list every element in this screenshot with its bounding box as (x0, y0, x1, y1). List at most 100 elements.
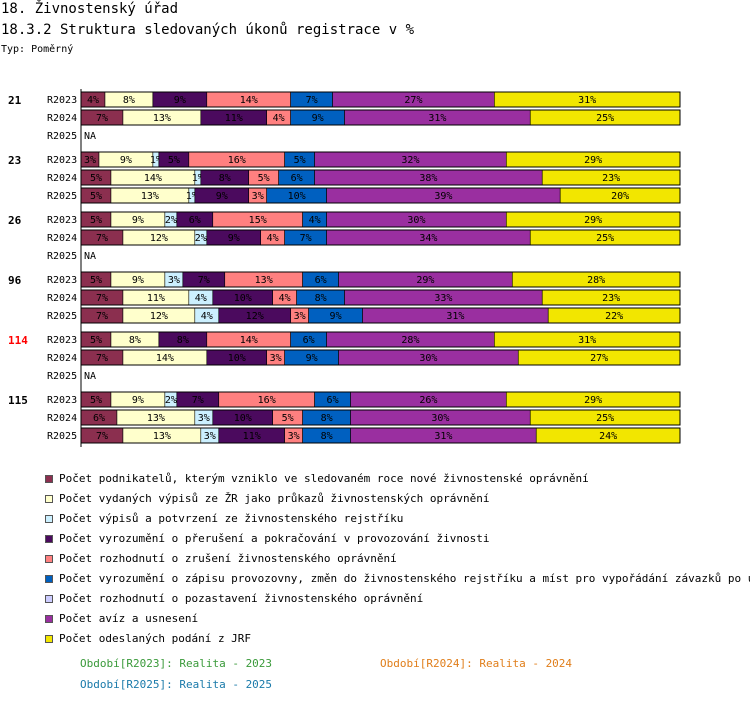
legend-swatch (45, 555, 53, 563)
data-label: 7% (192, 395, 204, 406)
data-label: 7% (300, 233, 312, 244)
data-label: 9% (306, 353, 318, 364)
data-label: 8% (123, 95, 135, 106)
stacked-bar-chart: 21 R2023 4% 8% 9% 14% 7% 27% 31%R2024 7% 13% 11% 4% 9… (8, 89, 681, 447)
row-label: R2024 (47, 173, 77, 184)
data-label: 3% (198, 413, 210, 424)
data-label: 8% (177, 335, 189, 346)
row-label: R2024 (47, 293, 77, 304)
data-label: 25% (596, 413, 614, 424)
data-label: 39% (434, 191, 452, 202)
legend-item: Počet avíz a usnesení (45, 610, 750, 630)
data-label: 7% (306, 95, 318, 106)
bar-outline (80, 187, 681, 204)
period-label-2023: Období[R2023]: Realita - 2023 (80, 657, 273, 670)
data-label: 9% (132, 275, 144, 286)
row-label: R2025 (47, 431, 77, 442)
data-label: 12% (150, 311, 168, 322)
data-label: 9% (312, 113, 324, 124)
row-label: R2023 (47, 395, 77, 406)
legend-label: Počet vyrozumění o přerušení a pokračová… (59, 532, 490, 545)
legend-swatch (45, 595, 53, 603)
data-label: 1% (150, 155, 162, 166)
legend-item: Počet vydaných výpisů ze ŽR jako průkazů… (45, 490, 750, 510)
legend-swatch (45, 495, 53, 503)
legend-swatch (45, 535, 53, 543)
group-label: 26 (8, 214, 22, 227)
data-label: 3% (252, 191, 264, 202)
data-label: 3% (270, 353, 282, 364)
group-label: 114 (8, 334, 28, 347)
data-label: 10% (228, 353, 246, 364)
bar-outline (80, 169, 681, 186)
data-label: 31% (428, 113, 446, 124)
data-label: 15% (249, 215, 267, 226)
data-label: 23% (602, 173, 620, 184)
data-label: 30% (431, 413, 449, 424)
data-label: 14% (156, 353, 174, 364)
data-label: 26% (419, 395, 437, 406)
period-label-2025: Období[R2025]: Realita - 2025 (80, 678, 273, 691)
data-label: 8% (129, 335, 141, 346)
na-label: NA (84, 251, 96, 262)
data-label: 6% (189, 215, 201, 226)
legend-swatch (45, 475, 53, 483)
data-label: 10% (234, 413, 252, 424)
data-label: 5% (90, 173, 102, 184)
data-label: 2% (165, 215, 177, 226)
legend-label: Počet výpisů a potvrzení ze živnostenské… (59, 512, 404, 525)
data-label: 9% (120, 155, 132, 166)
data-label: 1% (186, 191, 198, 202)
data-label: 20% (611, 191, 629, 202)
data-label: 4% (87, 95, 99, 106)
legend-swatch (45, 615, 53, 623)
data-label: 24% (599, 431, 617, 442)
group-label: 21 (8, 94, 22, 107)
legend-swatch (45, 635, 53, 643)
data-label: 4% (273, 113, 285, 124)
legend-item: Počet vyrozumění o přerušení a pokračová… (45, 530, 750, 550)
data-label: 7% (96, 293, 108, 304)
row-label: R2023 (47, 95, 77, 106)
bar-outline (80, 349, 681, 366)
row-label: R2023 (47, 335, 77, 346)
data-label: 4% (267, 233, 279, 244)
data-label: 7% (96, 431, 108, 442)
data-label: 4% (195, 293, 207, 304)
legend-item: Počet výpisů a potvrzení ze živnostenské… (45, 510, 750, 530)
chart-subtitle: 18.3.2 Struktura sledovaných úkonů regis… (1, 22, 415, 38)
data-label: 14% (144, 173, 162, 184)
data-label: 8% (321, 413, 333, 424)
group-label: 115 (8, 394, 28, 407)
bar-outline (80, 91, 681, 108)
page-title: 18. Živnostenský úřad (1, 1, 179, 17)
data-label: 2% (195, 233, 207, 244)
bar-outline (80, 391, 681, 408)
bar-outline (80, 331, 681, 348)
legend-label: Počet vydaných výpisů ze ŽR jako průkazů… (59, 492, 490, 505)
data-label: 5% (90, 215, 102, 226)
data-label: 16% (228, 155, 246, 166)
data-label: 3% (84, 155, 96, 166)
row-label: R2025 (47, 251, 77, 262)
data-label: 16% (258, 395, 276, 406)
data-label: 7% (96, 113, 108, 124)
data-label: 5% (90, 335, 102, 346)
legend-label: Počet podnikatelů, kterým vzniklo ve sle… (59, 472, 589, 485)
legend-label: Počet rozhodnutí o pozastavení živnosten… (59, 592, 424, 605)
data-label: 4% (279, 293, 291, 304)
data-label: 14% (240, 335, 258, 346)
data-label: 33% (434, 293, 452, 304)
row-label: R2024 (47, 113, 77, 124)
data-label: 14% (240, 95, 258, 106)
data-label: 1% (192, 173, 204, 184)
legend-label: Počet avíz a usnesení (59, 612, 199, 625)
data-label: 32% (401, 155, 419, 166)
legend-item: Počet vyrozumění o zápisu provozovny, zm… (45, 570, 750, 590)
data-label: 31% (446, 311, 464, 322)
row-label: R2025 (47, 131, 77, 142)
data-label: 9% (132, 395, 144, 406)
data-label: 23% (602, 293, 620, 304)
data-label: 12% (246, 311, 264, 322)
bar-outline (80, 211, 681, 228)
